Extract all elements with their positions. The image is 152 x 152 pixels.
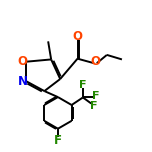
Text: O: O [73,30,83,43]
Text: F: F [79,80,87,90]
Text: O: O [17,55,28,68]
Text: O: O [91,55,101,68]
Text: N: N [17,75,28,88]
Text: F: F [92,91,99,101]
Text: F: F [54,134,62,147]
Text: F: F [90,102,97,112]
